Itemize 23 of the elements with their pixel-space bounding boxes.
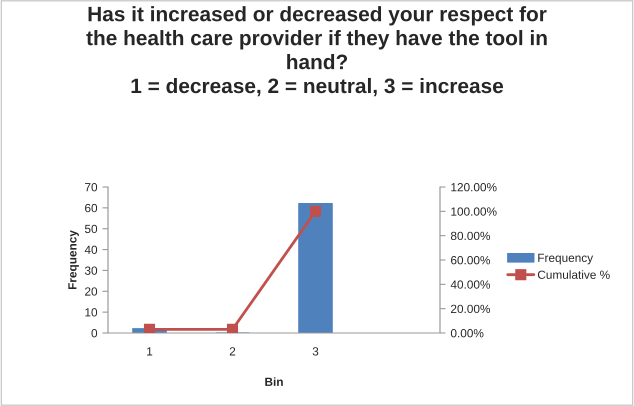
y-tick-label: 70	[85, 183, 98, 192]
y2-tick-label: 60.00%	[451, 256, 490, 264]
y-tick-label: 30	[84, 266, 98, 275]
y2-tick-label: 80.00%	[450, 232, 490, 240]
y2-tick-label: 100.00%	[451, 207, 497, 216]
legend-label: Cumulative %	[538, 270, 610, 279]
y2-tick-label: 40.00%	[450, 280, 490, 289]
y2-tick-label: 120.00%	[451, 183, 497, 192]
y-tick-label: 50	[84, 224, 98, 234]
legend-label: Frequency	[538, 254, 594, 264]
y-axis-title: Frequency	[68, 230, 79, 290]
x-tick-label: 3	[312, 347, 318, 356]
y-tick-label: 60	[85, 204, 98, 212]
y2-tick-label: 0.00%	[450, 329, 484, 338]
x-axis-title: Bin	[265, 377, 283, 386]
y-tick-label: 0	[91, 329, 98, 338]
y-tick-label: 10	[85, 308, 98, 317]
y2-tick-label: 20.00%	[451, 304, 490, 314]
x-tick-label: 1	[147, 347, 152, 356]
chart-title: Has it increased or decreased your respect for the health care provider if they have the tool in hand? 1 = decrease, 2 = neutral, 3 = increase	[86, 6, 547, 96]
y-tick-label: 20	[85, 287, 98, 296]
y-tick-label: 40	[84, 246, 98, 254]
x-tick-label: 2	[230, 347, 236, 356]
